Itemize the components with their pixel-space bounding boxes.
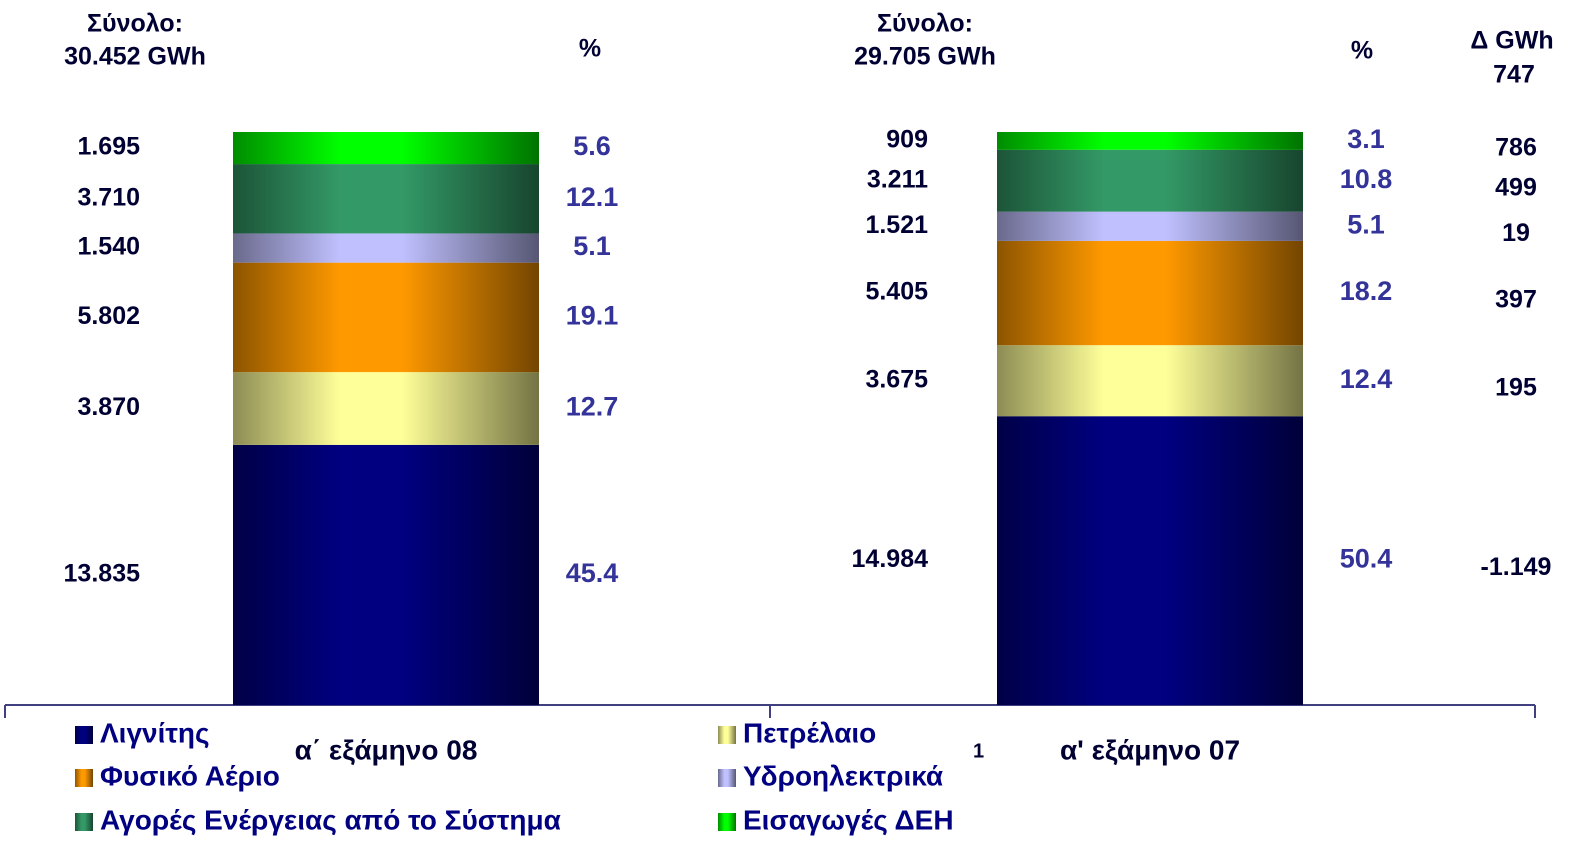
delta-label: 195	[1495, 373, 1537, 401]
gwh-label: 5.802	[77, 302, 140, 330]
legend-label: Λιγνίτης	[100, 717, 210, 748]
percent-label: 12.7	[566, 392, 619, 422]
bar-shade	[233, 372, 539, 445]
legend-label: Αγορές Ενέργειας από το Σύστημα	[100, 804, 561, 835]
gwh-label: 909	[886, 125, 928, 153]
bar-shade	[233, 132, 539, 165]
gwh-label: 14.984	[852, 545, 929, 573]
bar-shade	[997, 240, 1303, 346]
bar-shade	[997, 416, 1303, 705]
percent-label: 19.1	[566, 300, 619, 330]
delta-header: Δ GWh	[1470, 27, 1553, 55]
legend-label: Πετρέλαιο	[743, 717, 876, 748]
footnote-mark: 1	[973, 740, 984, 762]
bar-shade	[997, 211, 1303, 241]
x-tick-label: α' εξάμηνο 07	[1060, 734, 1240, 765]
delta-total: 747	[1493, 61, 1535, 89]
percent-label: 18.2	[1340, 276, 1393, 306]
total-heading: Σύνολο:	[877, 10, 973, 38]
percent-header: %	[1351, 37, 1373, 65]
gwh-label: 3.211	[867, 165, 928, 193]
percent-label: 45.4	[566, 558, 619, 588]
gwh-label: 3.870	[77, 393, 140, 421]
delta-label: -1.149	[1481, 553, 1552, 581]
legend-swatch-shade	[75, 726, 93, 744]
gwh-label: 1.695	[77, 133, 140, 161]
legend-label: Εισαγωγές ΔΕΗ	[743, 804, 954, 835]
percent-label: 3.1	[1347, 124, 1385, 154]
gwh-label: 3.675	[865, 365, 928, 393]
percent-label: 5.6	[573, 131, 611, 161]
legend-label: Υδροηλεκτρικά	[743, 760, 943, 791]
total-heading: Σύνολο:	[87, 10, 183, 38]
gwh-label: 5.405	[865, 278, 928, 306]
delta-label: 499	[1495, 173, 1537, 201]
percent-label: 5.1	[573, 231, 611, 261]
x-tick-label: α΄ εξάμηνο 08	[295, 734, 478, 765]
total-value: 30.452 GWh	[64, 43, 206, 71]
bar-shade	[233, 444, 539, 705]
delta-label: 786	[1495, 133, 1537, 161]
bar-shade	[233, 164, 539, 234]
percent-label: 10.8	[1340, 164, 1393, 194]
legend-swatch-shade	[75, 813, 93, 831]
legend-swatch-shade	[75, 769, 93, 787]
percent-label: 12.1	[566, 182, 619, 212]
gwh-label: 13.835	[64, 560, 141, 588]
legend-swatch-shade	[718, 726, 736, 744]
gwh-label: 3.710	[77, 183, 140, 211]
delta-label: 19	[1502, 219, 1530, 247]
percent-label: 5.1	[1347, 209, 1385, 239]
bar-shade	[997, 149, 1303, 212]
percent-label: 12.4	[1340, 364, 1393, 394]
gwh-label: 1.540	[77, 233, 140, 261]
bar-shade	[997, 132, 1303, 150]
bar-shade	[233, 233, 539, 263]
legend-swatch-shade	[718, 813, 736, 831]
bar-shade	[233, 262, 539, 373]
percent-header: %	[579, 35, 601, 63]
percent-label: 50.4	[1340, 544, 1393, 574]
total-value: 29.705 GWh	[854, 43, 996, 71]
legend-swatch-shade	[718, 769, 736, 787]
bar-shade	[997, 345, 1303, 417]
gwh-label: 1.521	[865, 211, 928, 239]
legend-label: Φυσικό Αέριο	[100, 760, 280, 791]
delta-label: 397	[1495, 286, 1537, 314]
